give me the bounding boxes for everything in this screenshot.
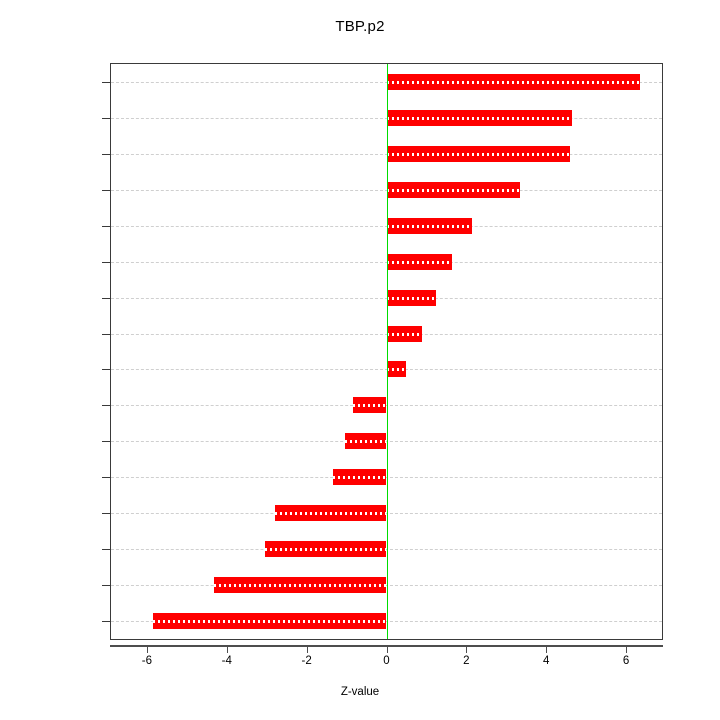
zero-reference-line bbox=[386, 64, 388, 639]
x-axis-tick-label: 2 bbox=[463, 655, 470, 667]
x-axis-tick bbox=[226, 645, 228, 653]
y-axis-tick bbox=[102, 477, 110, 479]
chart-title: TBP.p2 bbox=[335, 18, 385, 35]
y-axis-tick bbox=[102, 261, 110, 263]
bar-hatch bbox=[386, 188, 521, 192]
bar bbox=[344, 433, 387, 450]
x-axis-tick bbox=[386, 645, 388, 653]
bar bbox=[274, 505, 387, 522]
y-axis-tick bbox=[102, 81, 110, 83]
x-axis-tick-label: -2 bbox=[301, 655, 312, 667]
bar-hatch bbox=[274, 512, 387, 516]
x-axis-tick-label: 4 bbox=[543, 655, 550, 667]
bar-hatch bbox=[386, 296, 437, 300]
bar bbox=[386, 325, 423, 342]
y-axis-tick bbox=[102, 225, 110, 227]
x-axis-tick bbox=[546, 645, 548, 653]
y-axis-tick bbox=[102, 621, 110, 623]
x-axis-tick bbox=[146, 645, 148, 653]
y-axis-tick bbox=[102, 153, 110, 155]
x-axis-title: Z-value bbox=[340, 686, 380, 698]
y-axis-tick bbox=[102, 549, 110, 551]
bar bbox=[152, 613, 387, 630]
bar-hatch bbox=[344, 440, 387, 444]
x-axis-tick-label: -6 bbox=[141, 655, 153, 667]
y-axis-tick bbox=[102, 513, 110, 515]
bar-hatch bbox=[214, 584, 387, 588]
bar-hatch bbox=[386, 332, 423, 336]
bar bbox=[386, 361, 407, 378]
bar bbox=[386, 145, 571, 162]
bar-hatch bbox=[386, 116, 573, 120]
bar bbox=[352, 397, 387, 414]
bar-hatch bbox=[152, 620, 387, 624]
bar-hatch bbox=[332, 476, 387, 480]
x-axis-tick-label: -4 bbox=[221, 655, 232, 667]
bar bbox=[332, 469, 387, 486]
x-axis-tick bbox=[466, 645, 468, 653]
bar bbox=[386, 253, 453, 270]
y-axis-tick bbox=[102, 405, 110, 407]
y-axis-tick bbox=[102, 189, 110, 191]
plot-area: Rep1_NHEKRep2_HMECRep2_NHEKRep1_HMECRep1… bbox=[102, 63, 663, 640]
bar bbox=[386, 217, 473, 234]
y-axis-tick bbox=[102, 585, 110, 587]
y-axis-tick bbox=[102, 297, 110, 299]
bar bbox=[214, 577, 387, 594]
bar-hatch bbox=[386, 152, 571, 156]
y-axis-tick bbox=[102, 369, 110, 371]
x-axis-tick bbox=[626, 645, 628, 653]
y-axis-tick bbox=[102, 333, 110, 335]
x-axis-tick-label: 6 bbox=[622, 655, 630, 667]
bar-hatch bbox=[386, 368, 407, 372]
y-axis-tick bbox=[102, 117, 110, 119]
bar bbox=[264, 541, 387, 558]
bar-hatch bbox=[386, 260, 453, 264]
bar bbox=[386, 109, 573, 126]
bar bbox=[386, 181, 521, 198]
bar-hatch bbox=[386, 80, 640, 84]
bar-hatch bbox=[264, 548, 387, 552]
x-axis-tick bbox=[306, 645, 308, 653]
bar bbox=[386, 289, 437, 306]
y-axis-tick bbox=[102, 441, 110, 443]
bar-hatch bbox=[352, 404, 387, 408]
bar-hatch bbox=[386, 224, 473, 228]
x-axis-tick-label: 0 bbox=[383, 655, 390, 667]
bar bbox=[386, 73, 640, 90]
